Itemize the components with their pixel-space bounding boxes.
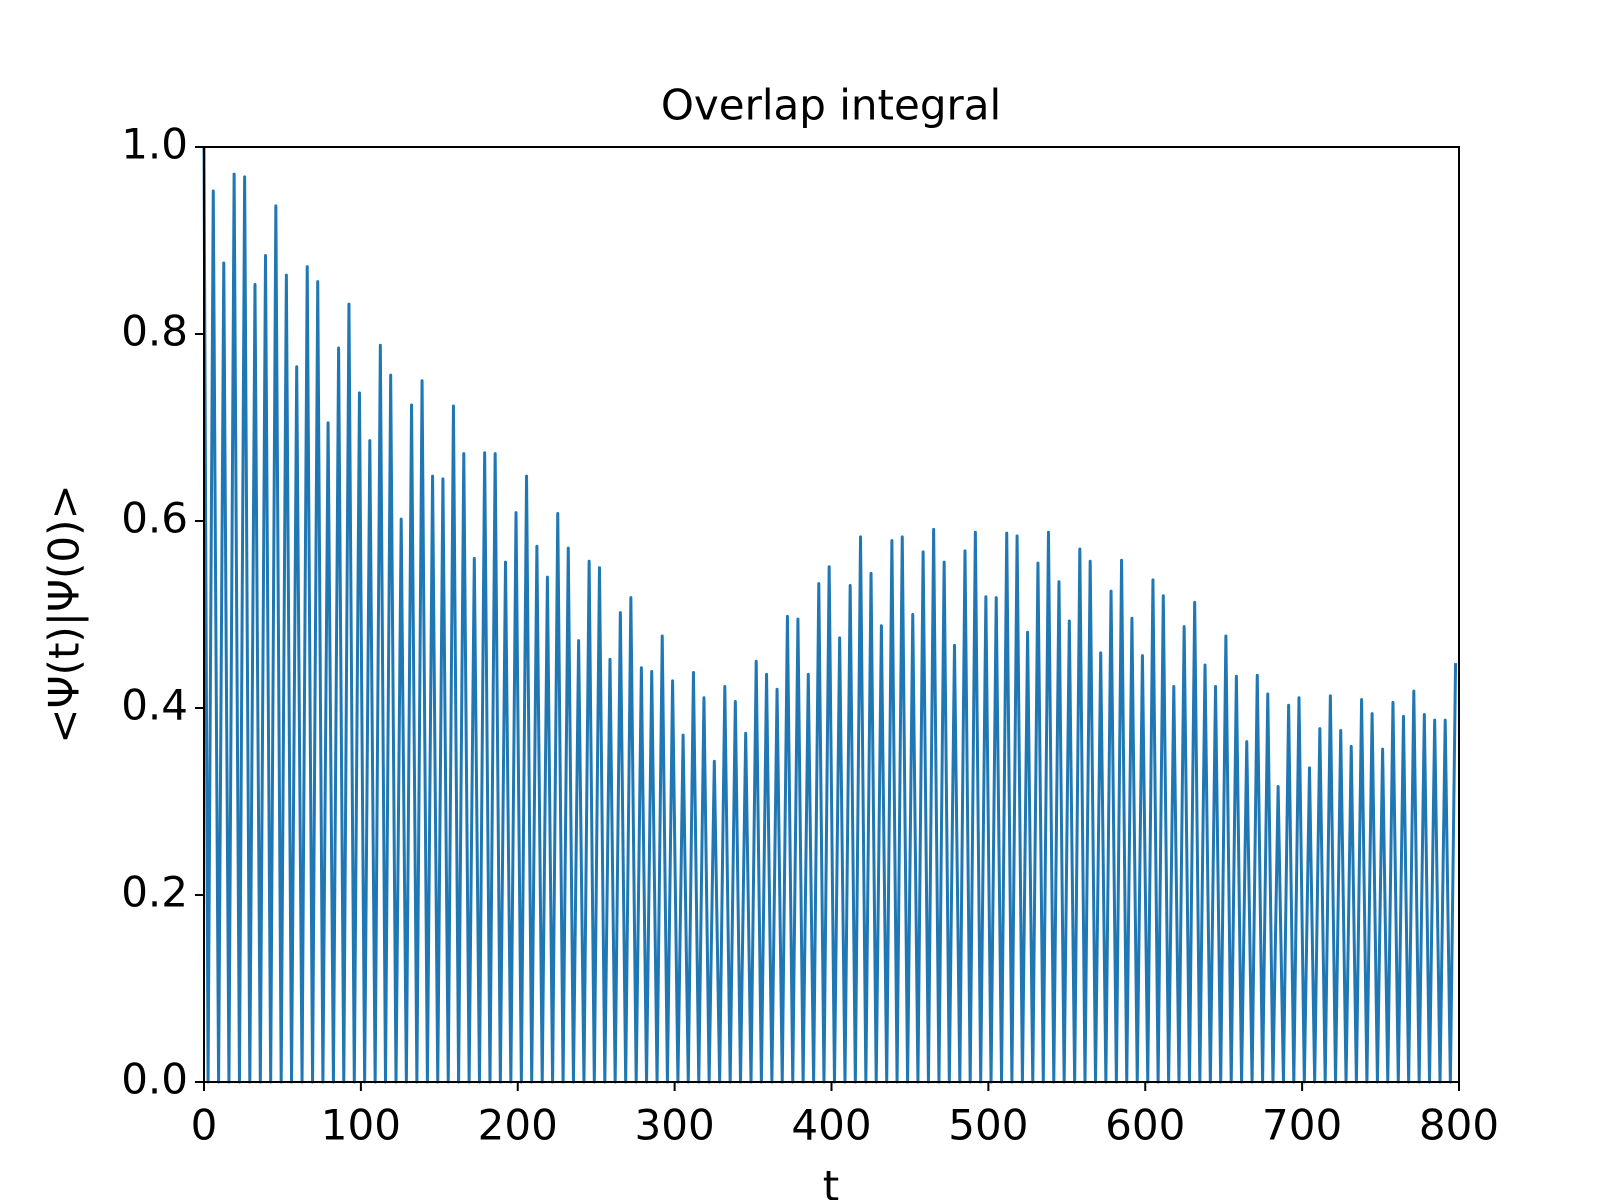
data-line [202,146,1458,1084]
y-tick-label: 0.2 [121,868,188,917]
x-tick-label: 500 [948,1101,1028,1150]
x-axis-label: t [823,1162,839,1200]
x-tick-label: 400 [791,1101,871,1150]
x-tick-label: 700 [1262,1101,1342,1150]
y-tick-label: 0.8 [121,307,188,356]
x-tick-label: 0 [191,1101,218,1150]
y-tick-label: 0.0 [121,1055,188,1104]
y-tick-label: 0.6 [121,494,188,543]
x-tick-label: 300 [635,1101,715,1150]
y-tick-label: 0.4 [121,681,188,730]
x-tick-label: 200 [478,1101,558,1150]
y-tick-label: 1.0 [121,120,188,169]
x-tick-label: 100 [321,1101,401,1150]
chart-title: Overlap integral [661,81,1001,130]
x-tick-label: 800 [1419,1101,1499,1150]
x-tick-label: 600 [1105,1101,1185,1150]
y-axis-label: <Ψ(t)|Ψ(0)> [40,484,89,743]
